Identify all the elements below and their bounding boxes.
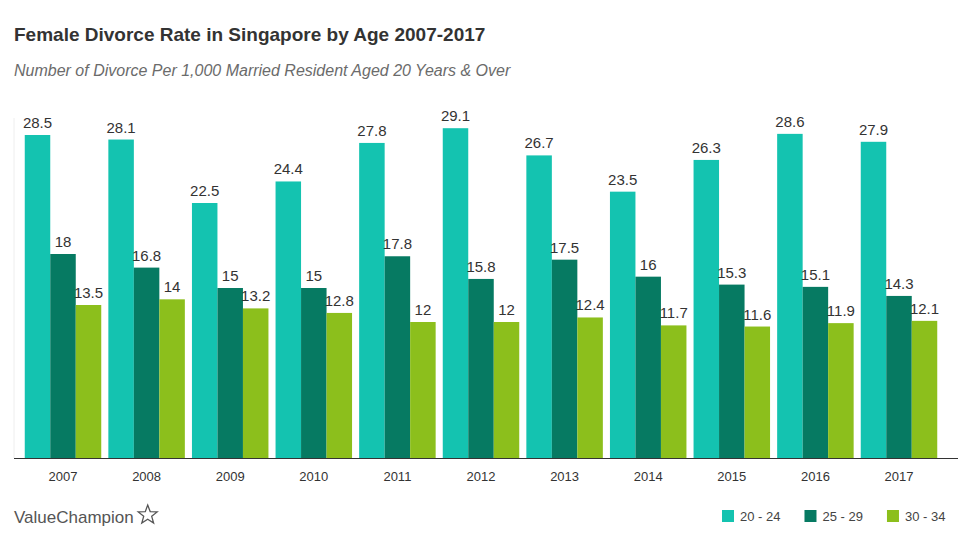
- bar: [886, 296, 911, 458]
- data-label: 28.1: [107, 119, 136, 136]
- data-label: 27.8: [357, 122, 386, 139]
- data-label: 11.6: [743, 306, 771, 323]
- data-label: 13.2: [241, 287, 270, 304]
- bar: [828, 323, 853, 458]
- x-tick-label: 2010: [299, 469, 328, 484]
- bar: [25, 135, 50, 458]
- bar: [217, 288, 242, 458]
- data-label: 15.1: [801, 266, 830, 283]
- bar: [276, 181, 301, 458]
- data-label: 29.1: [441, 107, 470, 124]
- bar: [803, 287, 828, 458]
- legend-swatch: [887, 510, 899, 522]
- bar: [719, 285, 744, 458]
- data-label: 12: [415, 301, 432, 318]
- bar: [552, 260, 577, 458]
- data-label: 14: [164, 278, 181, 295]
- data-label: 18: [55, 233, 72, 250]
- legend: 20 - 24 25 - 29 30 - 34: [722, 509, 945, 524]
- bar: [385, 256, 410, 458]
- legend-label: 30 - 34: [905, 509, 945, 524]
- x-tick-label: 2011: [383, 469, 411, 484]
- bar: [443, 128, 468, 458]
- data-label: 16.8: [132, 247, 161, 264]
- y-axis-line: [14, 118, 15, 458]
- bar: [192, 203, 217, 458]
- data-label: 15: [305, 267, 322, 284]
- data-label: 15: [222, 267, 239, 284]
- bar: [745, 327, 770, 458]
- bar: [577, 317, 602, 458]
- x-tick-label: 2015: [717, 469, 746, 484]
- data-label: 13.5: [74, 284, 103, 301]
- bar: [108, 140, 133, 458]
- data-label: 15.8: [466, 258, 495, 275]
- title: Female Divorce Rate in Singapore by Age …: [14, 24, 485, 45]
- data-label: 12.4: [575, 296, 604, 313]
- data-label: 23.5: [608, 171, 637, 188]
- bar: [694, 160, 719, 458]
- data-label: 28.5: [23, 114, 52, 131]
- logo-text: ValueChampion: [14, 508, 134, 527]
- legend-label: 20 - 24: [740, 509, 780, 524]
- chart: Female Divorce Rate in Singapore by Age …: [0, 0, 960, 546]
- data-labels: 28.5 28.1 22.5 24.4 27.8 29.1 26.7 23.5 26.3 28.6…: [23, 107, 939, 322]
- bar: [243, 308, 268, 458]
- bar: [777, 134, 802, 458]
- data-label: 24.4: [274, 160, 303, 177]
- bar: [327, 313, 352, 458]
- data-label: 26.7: [525, 134, 554, 151]
- bar: [526, 155, 551, 458]
- data-label: 14.3: [884, 275, 913, 292]
- x-tick-label: 2012: [467, 469, 496, 484]
- x-tick-label: 2014: [634, 469, 663, 484]
- bar: [912, 321, 937, 458]
- bar: [494, 322, 519, 458]
- bar: [610, 192, 635, 458]
- bar: [410, 322, 435, 458]
- x-tick-label: 2007: [49, 469, 78, 484]
- bar: [359, 143, 384, 458]
- data-label: 12: [498, 301, 515, 318]
- logo-star: [138, 505, 157, 523]
- bar: [301, 288, 326, 458]
- legend-swatch: [804, 510, 816, 522]
- bar: [468, 279, 493, 458]
- data-label: 11.9: [827, 302, 855, 319]
- data-label: 15.3: [717, 264, 746, 281]
- x-tick-label: 2016: [801, 469, 830, 484]
- x-tick-label: 2017: [885, 469, 914, 484]
- x-axis-line: [14, 458, 958, 459]
- data-label: 11.7: [660, 304, 688, 321]
- data-label: 12.1: [910, 300, 939, 317]
- bar: [159, 299, 184, 458]
- data-label: 17.8: [383, 235, 412, 252]
- data-label: 12.8: [325, 292, 354, 309]
- data-label: 28.6: [775, 113, 804, 130]
- bar: [134, 268, 159, 458]
- data-label: 27.9: [859, 121, 888, 138]
- bars: [25, 128, 937, 458]
- legend-swatch: [722, 510, 734, 522]
- data-label: 17.5: [550, 239, 579, 256]
- data-label: 16: [640, 256, 657, 273]
- data-label: 26.3: [692, 139, 721, 156]
- bar: [76, 305, 101, 458]
- bar: [635, 277, 660, 458]
- x-tick-label: 2013: [550, 469, 579, 484]
- data-label: 22.5: [190, 182, 219, 199]
- bar: [50, 254, 75, 458]
- x-tick-label: 2008: [132, 469, 161, 484]
- subtitle: Number of Divorce Per 1,000 Married Resi…: [14, 62, 511, 79]
- legend-label: 25 - 29: [822, 509, 862, 524]
- bar: [861, 142, 886, 458]
- bar: [661, 325, 686, 458]
- x-tick-label: 2009: [216, 469, 245, 484]
